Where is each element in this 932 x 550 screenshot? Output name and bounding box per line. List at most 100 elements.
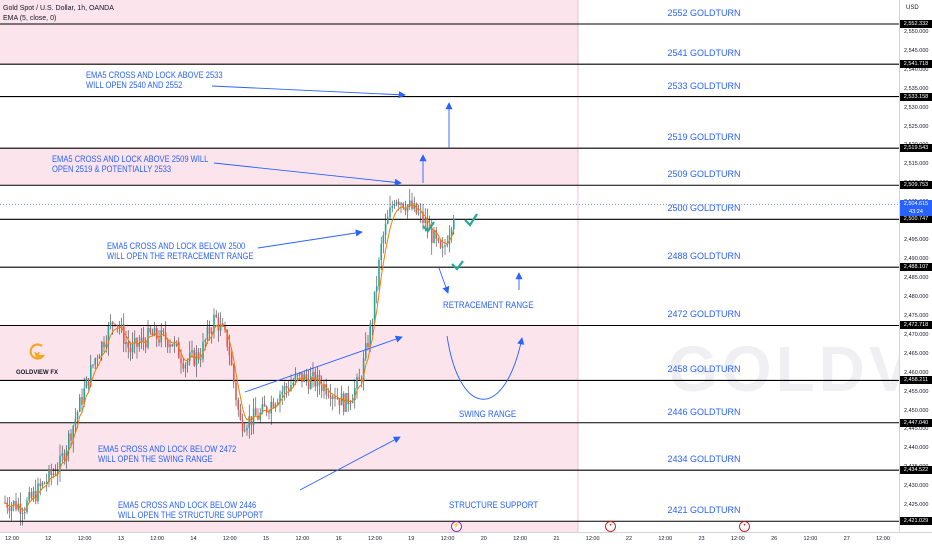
- us-flag-icon[interactable]: •: [605, 521, 616, 532]
- time-tick-label: 13: [117, 536, 124, 542]
- candle-body: [426, 219, 429, 230]
- candle-body: [321, 385, 323, 391]
- level-price-tag: 2,488.107: [900, 263, 932, 272]
- candle-body: [103, 342, 105, 348]
- candle-body: [200, 359, 202, 360]
- candle-body: [182, 363, 184, 369]
- candle-body: [435, 230, 437, 239]
- chart-plot-area[interactable]: [0, 0, 899, 532]
- candle-body: [316, 374, 319, 387]
- level-price-tag: 2,472.718: [900, 321, 932, 330]
- candle-body: [191, 350, 193, 353]
- time-tick-label: 12:00: [77, 536, 92, 542]
- time-tick-label: 27: [843, 536, 850, 542]
- us-flag-icon[interactable]: •: [739, 521, 750, 532]
- time-tick-label: 12:00: [295, 536, 310, 542]
- candle-body: [98, 355, 101, 359]
- chart-canvas: [0, 0, 899, 532]
- symbol-title[interactable]: Gold Spot / U.S. Dollar, 1h, OANDA: [3, 5, 114, 12]
- time-tick-label: 15: [262, 536, 270, 542]
- level-label: 2446 GOLDTURN: [667, 406, 741, 417]
- candle-body: [222, 323, 224, 326]
- candle-body: [294, 375, 297, 383]
- candle-body: [202, 341, 204, 360]
- candle-body: [186, 361, 189, 366]
- candle-body: [63, 453, 66, 461]
- currency-label[interactable]: USD: [906, 5, 919, 11]
- level-label: 2533 GOLDTURN: [667, 80, 741, 91]
- candle-body: [96, 358, 99, 360]
- annotation-arrow: [257, 229, 363, 249]
- candle-body: [389, 207, 391, 218]
- candle-body: [288, 388, 290, 391]
- level-label: 2458 GOLDTURN: [667, 364, 741, 375]
- range-zone: [0, 148, 578, 186]
- candle-body: [417, 212, 420, 214]
- time-tick-label: 12:00: [368, 536, 382, 542]
- candle-body: [349, 402, 352, 405]
- time-tick-label: 12:00: [513, 536, 527, 542]
- level-label: 2421 GOLDTURN: [667, 505, 741, 516]
- annotation-arrow: [213, 162, 402, 186]
- candle-body: [213, 314, 215, 333]
- candle-body: [406, 205, 409, 212]
- event-flash-icon[interactable]: ⚡: [451, 521, 462, 532]
- candle-body: [30, 492, 33, 498]
- candle-body: [431, 227, 433, 243]
- candle-body: [217, 317, 220, 331]
- candle-body: [48, 469, 50, 482]
- level-label: 2488 GOLDTURN: [667, 251, 741, 262]
- watermark: GOLDV: [668, 333, 916, 405]
- level-price-tag: 2,500.747: [900, 215, 932, 224]
- price-tick-label: 2,455.000: [904, 388, 929, 395]
- candle-body: [6, 502, 8, 508]
- price-tick-label: 2,425.000: [904, 502, 929, 509]
- time-tick-label: 12:00: [150, 536, 165, 542]
- time-tick-label: 12:00: [222, 536, 237, 542]
- level-label: 2500 GOLDTURN: [667, 203, 741, 214]
- candle-body: [59, 455, 61, 472]
- time-tick-label: 16: [335, 536, 342, 542]
- candle-body: [354, 387, 356, 401]
- candle-body: [255, 408, 257, 416]
- candle-body: [189, 352, 191, 362]
- candle-body: [248, 416, 250, 429]
- candle-body: [329, 395, 332, 399]
- time-tick-label: 12:00: [658, 536, 673, 542]
- candle-body: [395, 201, 398, 205]
- candle-body: [376, 285, 378, 292]
- candle-body: [81, 397, 83, 405]
- candle-body: [52, 473, 55, 476]
- candle-body: [356, 377, 358, 388]
- time-tick-label: 12:00: [730, 536, 745, 542]
- indicator-label[interactable]: EMA (5, close, 0): [3, 15, 57, 22]
- time-tick-label: 19: [408, 536, 415, 542]
- time-axis[interactable]: [0, 532, 932, 550]
- price-tick-label: 2,550.000: [904, 28, 929, 35]
- price-tick-label: 2,495.000: [904, 237, 929, 244]
- candle-body: [114, 324, 116, 325]
- level-price-tag: 2,458.211: [900, 376, 932, 385]
- candle-body: [230, 355, 233, 366]
- candle-body: [274, 404, 277, 408]
- candle-body: [21, 512, 24, 514]
- candle-body: [318, 374, 321, 386]
- check-icon: [451, 260, 464, 271]
- level-label: 2552 GOLDTURN: [667, 8, 741, 18]
- candle-body: [15, 501, 17, 510]
- candle-body: [140, 337, 143, 343]
- check-icon: [422, 221, 435, 233]
- candle-body: [261, 404, 264, 413]
- countdown-tag: 43:24: [900, 207, 932, 216]
- candle-body: [387, 217, 389, 224]
- level-price-tag: 2,519.543: [900, 144, 932, 153]
- price-tick-label: 2,440.000: [904, 445, 929, 452]
- candle-body: [378, 260, 380, 286]
- candle-body: [433, 230, 435, 243]
- candle-body: [39, 483, 41, 487]
- price-tick-label: 2,490.000: [904, 256, 929, 263]
- candle-body: [332, 396, 334, 399]
- candle-body: [105, 344, 107, 348]
- candle-body: [215, 314, 217, 318]
- range-zone: [0, 422, 578, 471]
